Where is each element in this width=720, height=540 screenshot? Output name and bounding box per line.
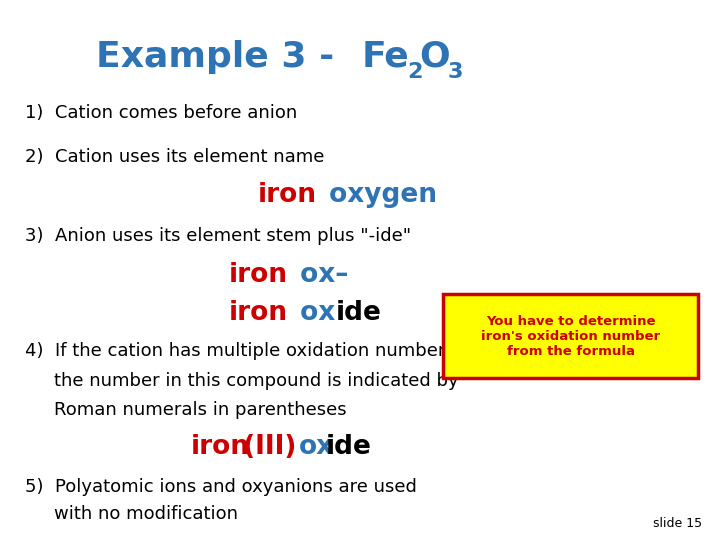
Text: Example 3 -: Example 3 - [96,40,360,73]
FancyBboxPatch shape [443,294,698,378]
Text: 1)  Cation comes before anion: 1) Cation comes before anion [25,104,297,123]
Text: 3)  Anion uses its element stem plus "-ide": 3) Anion uses its element stem plus "-id… [25,227,411,245]
Text: iron: iron [258,183,317,208]
Text: iron: iron [229,300,288,326]
Text: iron: iron [229,262,288,288]
Text: oxygen: oxygen [320,183,438,208]
Text: You have to determine
iron's oxidation number
from the formula: You have to determine iron's oxidation n… [481,315,660,357]
Text: with no modification: with no modification [54,505,238,523]
Text: Fe: Fe [361,40,409,73]
Text: slide 15: slide 15 [653,517,702,530]
Text: 3: 3 [448,62,464,82]
Text: 2)  Cation uses its element name: 2) Cation uses its element name [25,147,325,166]
Text: Roman numerals in parentheses: Roman numerals in parentheses [54,401,346,420]
Text: 4)  If the cation has multiple oxidation numbers,: 4) If the cation has multiple oxidation … [25,342,461,360]
Text: the number in this compound is indicated by: the number in this compound is indicated… [54,372,459,390]
Text: 2: 2 [408,62,423,82]
Text: iron: iron [191,434,250,460]
Text: ox: ox [291,300,335,326]
Text: ox: ox [299,434,334,460]
Text: (III): (III) [234,434,305,460]
Text: O: O [419,40,450,73]
Text: ide: ide [325,434,372,460]
Text: 5)  Polyatomic ions and oxyanions are used: 5) Polyatomic ions and oxyanions are use… [25,478,417,496]
Text: ide: ide [336,300,382,326]
Text: ox–: ox– [291,262,348,288]
